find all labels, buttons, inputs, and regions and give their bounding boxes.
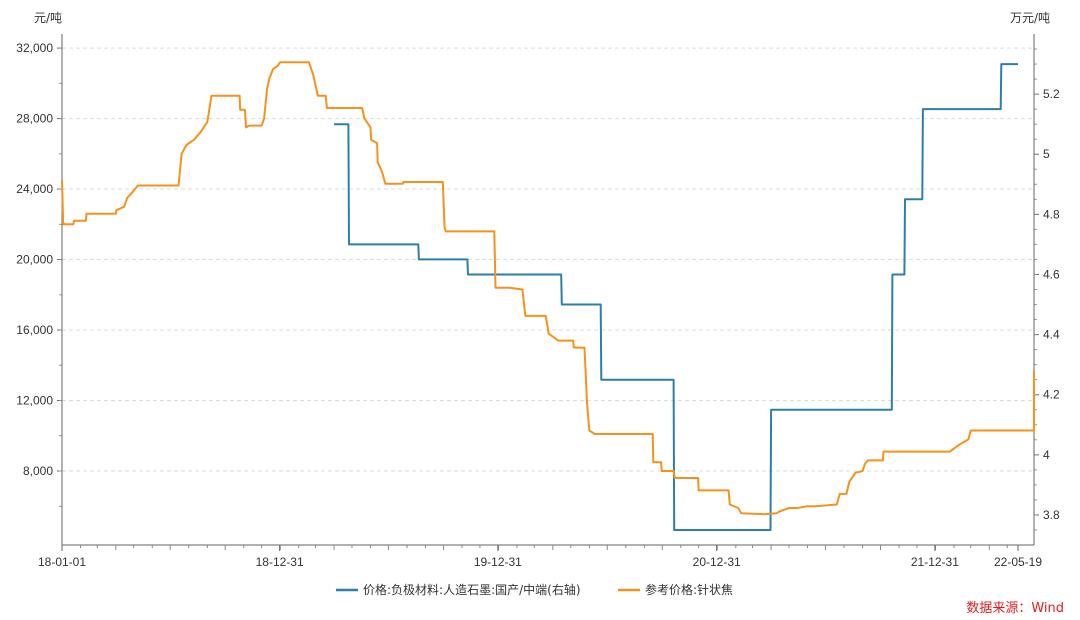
- series-lines: [61, 61, 1035, 531]
- left-tick-label-5: 24,000: [16, 182, 53, 196]
- right-tick-label-1: 3.8: [1043, 508, 1060, 522]
- series-line-1: [334, 63, 1018, 531]
- right-axis-unit: 万元/吨: [1010, 11, 1050, 25]
- series-line-2: [61, 61, 1035, 516]
- left-tick-label-4: 20,000: [16, 253, 53, 267]
- left-tick-label-2: 12,000: [16, 394, 53, 408]
- legend-item-series-1: 价格:负极材料:人造石墨:国产/中端(右轴): [336, 582, 581, 597]
- source-note: 数据来源：Wind: [966, 601, 1064, 616]
- x-tick-label-4: 20-12-31: [693, 555, 741, 569]
- tick-labels: 8,000 12,000 16,000 20,000 24,000 28,000 32,00…: [16, 41, 1060, 569]
- legend-label-1: 价格:负极材料:人造石墨:国产/中端(右轴): [363, 582, 581, 597]
- x-tick-label-3: 19-12-31: [474, 555, 522, 569]
- axes: [57, 34, 1039, 551]
- x-tick-label-5: 21-12-31: [911, 555, 959, 569]
- grid-lines: [62, 47, 1034, 472]
- left-axis-unit: 元/吨: [34, 11, 62, 25]
- right-tick-label-8: 5.2: [1043, 87, 1060, 101]
- right-tick-label-7: 5: [1043, 147, 1050, 161]
- left-tick-label-7: 32,000: [16, 41, 53, 55]
- left-tick-label-1: 8,000: [23, 464, 53, 478]
- left-tick-label-3: 16,000: [16, 323, 53, 337]
- x-tick-label-1: 18-01-01: [38, 555, 86, 569]
- right-tick-label-3: 4.2: [1043, 388, 1060, 402]
- right-tick-label-2: 4: [1043, 448, 1050, 462]
- legend-label-2: 参考价格:针状焦: [645, 582, 733, 597]
- legend: 价格:负极材料:人造石墨:国产/中端(右轴) 参考价格:针状焦: [336, 582, 733, 597]
- x-tick-label-2: 18-12-31: [256, 555, 304, 569]
- legend-item-series-2: 参考价格:针状焦: [618, 582, 733, 597]
- x-tick-label-6: 22-05-19: [994, 555, 1042, 569]
- right-tick-label-4: 4.4: [1043, 328, 1060, 342]
- left-tick-label-6: 28,000: [16, 112, 53, 126]
- right-tick-label-6: 4.8: [1043, 207, 1060, 221]
- right-tick-label-5: 4.6: [1043, 267, 1060, 281]
